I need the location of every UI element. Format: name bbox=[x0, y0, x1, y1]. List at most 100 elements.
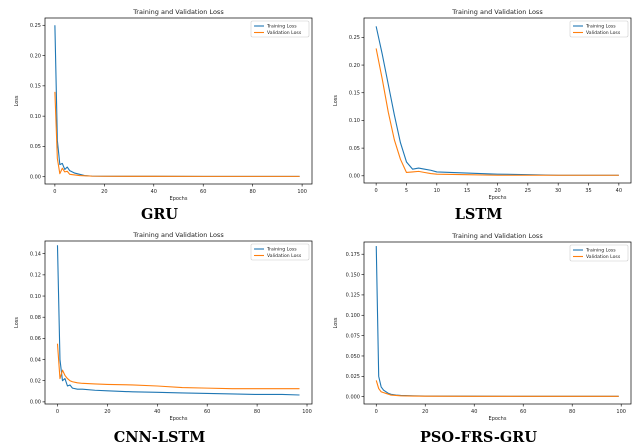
y-tick-label: 0.25 bbox=[30, 23, 41, 29]
plot-area bbox=[56, 245, 300, 396]
y-axis-label: Loss bbox=[333, 95, 339, 106]
y-tick-label: 0.00 bbox=[30, 175, 41, 181]
y-tick-label: 0.100 bbox=[346, 313, 360, 319]
legend-label: Validation Loss bbox=[267, 253, 302, 259]
y-tick-label: 0.08 bbox=[30, 315, 41, 321]
y-tick-label: 0.00 bbox=[30, 400, 41, 406]
y-tick-label: 0.025 bbox=[346, 374, 360, 380]
x-tick-label: 10 bbox=[434, 188, 440, 194]
x-tick-label: 25 bbox=[525, 188, 531, 194]
x-tick-label: 40 bbox=[616, 188, 622, 194]
x-axis-label: Epochs bbox=[489, 416, 507, 422]
y-tick-label: 0.10 bbox=[30, 294, 41, 300]
chart-title: Training and Validation Loss bbox=[451, 8, 543, 16]
x-tick-label: 100 bbox=[297, 189, 307, 195]
y-tick-label: 0.15 bbox=[30, 84, 41, 90]
y-tick-label: 0.10 bbox=[349, 118, 360, 124]
plot-area bbox=[375, 246, 619, 397]
series-line-training bbox=[375, 246, 619, 397]
axes-frame bbox=[44, 240, 313, 405]
series-line-training bbox=[375, 26, 619, 176]
legend-label: Training Loss bbox=[266, 24, 297, 30]
y-tick-label: 0.12 bbox=[30, 273, 41, 279]
legend-label: Validation Loss bbox=[586, 30, 621, 36]
chart-panel-pso-frs-gru: Training and Validation Loss 0 20 40 60 80 100… bbox=[319, 224, 638, 448]
x-tick-label: 100 bbox=[302, 409, 312, 415]
loss-chart-cnn-lstm: Training and Validation Loss 0 20 40 60 80 100… bbox=[14, 231, 313, 422]
y-tick-label: 0.05 bbox=[349, 146, 360, 152]
x-tick-label: 60 bbox=[204, 409, 210, 415]
y-tick-label: 0.000 bbox=[346, 394, 360, 400]
legend-label: Training Loss bbox=[266, 247, 297, 253]
x-tick-label: 20 bbox=[104, 409, 110, 415]
y-tick-label: 0.06 bbox=[30, 336, 41, 342]
legend-label: Training Loss bbox=[585, 248, 616, 254]
y-tick-label: 0.150 bbox=[346, 272, 360, 278]
chart-title: Training and Validation Loss bbox=[132, 8, 224, 16]
y-tick-label: 0.125 bbox=[346, 293, 360, 299]
chart-title: Training and Validation Loss bbox=[451, 232, 543, 240]
series-line-validation bbox=[375, 48, 619, 176]
x-tick-label: 0 bbox=[375, 409, 378, 415]
x-tick-label: 0 bbox=[56, 409, 59, 415]
chart-panel-gru: Training and Validation Loss 0 20 40 60 80 100… bbox=[0, 0, 319, 224]
x-tick-label: 30 bbox=[555, 188, 561, 194]
x-tick-label: 80 bbox=[569, 409, 575, 415]
y-tick-label: 0.15 bbox=[349, 91, 360, 97]
y-axis-label: Loss bbox=[14, 95, 20, 106]
x-tick-label: 20 bbox=[422, 409, 428, 415]
chart-panel-lstm: Training and Validation Loss 0 5 10 15 20 25 30… bbox=[319, 0, 638, 224]
legend-label: Validation Loss bbox=[267, 30, 302, 36]
plot-area bbox=[54, 25, 300, 177]
x-tick-label: 15 bbox=[464, 188, 470, 194]
y-tick-label: 0.14 bbox=[30, 252, 41, 258]
x-axis-label: Epochs bbox=[489, 195, 507, 201]
y-tick-label: 0.075 bbox=[346, 333, 360, 339]
x-tick-label: 0 bbox=[53, 189, 56, 195]
x-tick-label: 20 bbox=[494, 188, 500, 194]
y-tick-label: 0.050 bbox=[346, 354, 360, 360]
axes-frame bbox=[363, 241, 632, 405]
axes-frame bbox=[363, 17, 632, 184]
x-tick-label: 80 bbox=[254, 409, 260, 415]
x-tick-label: 40 bbox=[151, 189, 157, 195]
chart-caption-pso-frs-gru: PSO-FRS-GRU bbox=[420, 429, 537, 446]
series-line-validation bbox=[56, 343, 300, 390]
series-line-validation bbox=[375, 380, 619, 397]
x-tick-label: 0 bbox=[375, 188, 378, 194]
chart-caption-cnn-lstm: CNN-LSTM bbox=[113, 429, 206, 446]
plot-area bbox=[375, 26, 619, 176]
chart-title: Training and Validation Loss bbox=[132, 231, 224, 239]
loss-chart-lstm: Training and Validation Loss 0 5 10 15 20 25 30… bbox=[333, 8, 632, 201]
y-axis-label: Loss bbox=[333, 317, 339, 328]
x-tick-label: 35 bbox=[585, 188, 591, 194]
axes-frame bbox=[44, 17, 313, 185]
y-tick-label: 0.04 bbox=[30, 357, 41, 363]
x-axis-label: Epochs bbox=[170, 416, 188, 422]
x-tick-label: 60 bbox=[200, 189, 206, 195]
chart-caption-lstm: LSTM bbox=[454, 206, 503, 223]
x-tick-label: 5 bbox=[405, 188, 408, 194]
series-line-training bbox=[56, 245, 300, 396]
legend-box bbox=[569, 20, 629, 38]
x-tick-label: 100 bbox=[616, 409, 626, 415]
legend-label: Validation Loss bbox=[586, 254, 621, 260]
y-tick-label: 0.10 bbox=[30, 114, 41, 120]
y-tick-label: 0.20 bbox=[349, 63, 360, 69]
y-tick-label: 0.00 bbox=[349, 174, 360, 180]
x-tick-label: 40 bbox=[471, 409, 477, 415]
legend-box bbox=[250, 20, 310, 38]
y-tick-label: 0.05 bbox=[30, 144, 41, 150]
loss-chart-pso-frs-gru: Training and Validation Loss 0 20 40 60 80 100… bbox=[333, 232, 632, 422]
y-tick-label: 0.20 bbox=[30, 53, 41, 59]
y-tick-label: 0.175 bbox=[346, 252, 360, 258]
y-tick-label: 0.02 bbox=[30, 379, 41, 385]
x-axis-label: Epochs bbox=[170, 196, 188, 202]
legend-box bbox=[250, 243, 310, 261]
x-tick-label: 20 bbox=[101, 189, 107, 195]
x-tick-label: 80 bbox=[249, 189, 255, 195]
